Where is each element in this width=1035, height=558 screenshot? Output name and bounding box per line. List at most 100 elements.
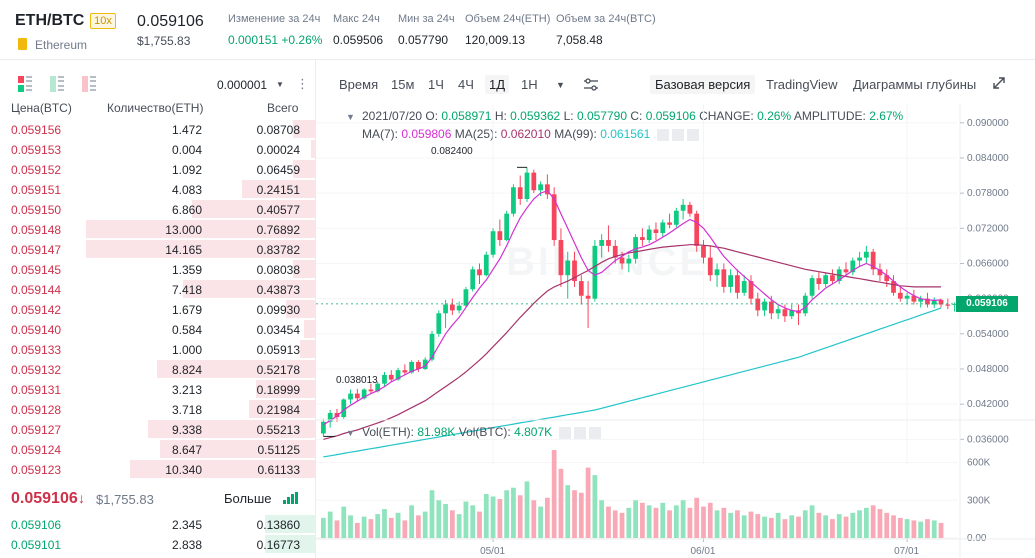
- collapse-main-icon[interactable]: ▼: [346, 112, 355, 122]
- interval-4h[interactable]: 4Ч: [458, 77, 474, 92]
- ask-qty: 1.092: [171, 163, 202, 177]
- view-basic[interactable]: Базовая версия: [650, 75, 756, 94]
- orderbook-both-icon[interactable]: [18, 76, 32, 92]
- volume-bar: [694, 497, 700, 538]
- volume-bar: [504, 490, 510, 538]
- ma-settings-icon[interactable]: [656, 128, 669, 141]
- ask-row[interactable]: 0.059131 3.213 0.18999: [0, 379, 316, 399]
- more-options-icon[interactable]: ⋮: [296, 76, 309, 91]
- ask-row[interactable]: 0.059150 6.860 0.40577: [0, 199, 316, 219]
- ask-row[interactable]: 0.059124 8.647 0.51125: [0, 439, 316, 459]
- expand-icon[interactable]: [992, 76, 1006, 90]
- ma-close-icon[interactable]: [686, 128, 699, 141]
- interval-caret-icon[interactable]: ▼: [556, 80, 565, 90]
- candle-body: [490, 231, 496, 255]
- ask-price: 0.059127: [11, 423, 62, 437]
- ask-row[interactable]: 0.059128 3.718 0.21984: [0, 399, 316, 419]
- signal-bars-icon[interactable]: [283, 492, 299, 504]
- ask-total: 0.00024: [256, 143, 300, 157]
- volume-bar: [762, 516, 767, 538]
- candle-body: [354, 393, 360, 399]
- precision-select[interactable]: 0.000001: [217, 78, 268, 92]
- orderbook-asks-icon[interactable]: [82, 76, 96, 92]
- volume-bar: [585, 467, 591, 538]
- candle-body: [388, 374, 394, 380]
- candle-body: [436, 313, 442, 334]
- ask-row[interactable]: 0.059153 0.004 0.00024: [0, 139, 316, 159]
- pair-symbol[interactable]: ETH/BTC: [15, 12, 85, 29]
- candle-body: [775, 309, 781, 314]
- orderbook-bids-icon[interactable]: [50, 76, 64, 92]
- volume-bar: [443, 504, 448, 538]
- interval-15m[interactable]: 15м: [391, 77, 415, 92]
- more-link[interactable]: Больше: [224, 491, 272, 506]
- ma99-line: [323, 307, 942, 458]
- ask-row[interactable]: 0.059142 1.679 0.09930: [0, 299, 316, 319]
- volume-bar: [633, 500, 638, 538]
- bid-row[interactable]: 0.059106 2.345 0.13860: [0, 514, 316, 534]
- volume-bar: [511, 487, 516, 538]
- stat-high-24h: Макс 24ч 0.059506: [333, 13, 384, 47]
- leverage-badge[interactable]: 10x: [90, 13, 116, 29]
- volume-bar: [667, 510, 672, 538]
- vol-hide-icon[interactable]: [573, 426, 586, 439]
- ask-total: 0.09930: [256, 303, 300, 317]
- volume-bar: [891, 515, 896, 538]
- ask-row[interactable]: 0.059151 4.083 0.24151: [0, 179, 316, 199]
- interval-1h[interactable]: 1Ч: [428, 77, 444, 92]
- candle-body: [925, 298, 930, 305]
- ask-row[interactable]: 0.059133 1.000 0.05913: [0, 339, 316, 359]
- ma-legend: MA(7): 0.059806 MA(25): 0.062010 MA(99):…: [362, 127, 699, 141]
- ask-row[interactable]: 0.059132 8.824 0.52178: [0, 359, 316, 379]
- candlestick-chart[interactable]: 0.090000 0.084000 0.078000 0.072000 0.066000…: [316, 104, 1035, 464]
- ask-row[interactable]: 0.059147 14.165 0.83782: [0, 239, 316, 259]
- ask-row[interactable]: 0.059152 1.092 0.06459: [0, 159, 316, 179]
- ask-row[interactable]: 0.059145 1.359 0.08038: [0, 259, 316, 279]
- candle-body: [701, 245, 706, 258]
- collapse-volume-icon[interactable]: ▼: [346, 428, 355, 438]
- volume-bar: [612, 510, 618, 538]
- vol-settings-icon[interactable]: [558, 426, 571, 439]
- vol-close-icon[interactable]: [588, 426, 601, 439]
- ask-qty: 9.338: [171, 423, 202, 437]
- candle-body: [673, 210, 679, 225]
- ask-row[interactable]: 0.059148 13.000 0.76892: [0, 219, 316, 239]
- ask-row[interactable]: 0.059156 1.472 0.08708: [0, 119, 316, 139]
- depth-bar: [192, 200, 316, 218]
- bid-row[interactable]: 0.059101 2.838 0.16773: [0, 534, 316, 554]
- ask-row[interactable]: 0.059140 0.584 0.03454: [0, 319, 316, 339]
- caret-down-icon[interactable]: ▼: [276, 80, 284, 89]
- time-button[interactable]: Время: [339, 77, 379, 92]
- vol-tick-label: 600K: [967, 458, 991, 469]
- ask-qty: 0.584: [171, 323, 202, 337]
- ask-qty: 13.000: [165, 223, 202, 237]
- volume-bar: [925, 519, 930, 538]
- ask-row[interactable]: 0.059123 10.340 0.61133: [0, 459, 316, 479]
- candle-body: [768, 301, 774, 314]
- y-tick-label: 0.078000: [967, 188, 1009, 199]
- ma-hide-icon[interactable]: [671, 128, 684, 141]
- ask-total: 0.40577: [256, 203, 300, 217]
- depth-bar: [157, 360, 316, 378]
- ask-price: 0.059148: [11, 223, 62, 237]
- candle-body: [782, 309, 788, 317]
- view-tradingview[interactable]: TradingView: [766, 77, 838, 92]
- depth-bar: [130, 460, 316, 478]
- volume-bar: [517, 495, 523, 538]
- candle-body: [626, 258, 632, 264]
- interval-1d[interactable]: 1Д: [485, 75, 510, 94]
- ask-row[interactable]: 0.059144 7.418 0.43873: [0, 279, 316, 299]
- ask-total: 0.51125: [257, 443, 301, 457]
- ask-total: 0.08038: [256, 263, 300, 277]
- candle-body: [585, 295, 591, 299]
- volume-bar: [748, 511, 754, 538]
- settings-sliders-icon[interactable]: [584, 78, 598, 92]
- ask-price: 0.059128: [11, 403, 62, 417]
- volume-bar: [809, 505, 815, 538]
- interval-1w[interactable]: 1Н: [521, 77, 538, 92]
- candle-body: [592, 245, 598, 299]
- ask-row[interactable]: 0.059127 9.338 0.55213: [0, 419, 316, 439]
- view-depth[interactable]: Диаграммы глубины: [853, 77, 977, 92]
- coin-name-link[interactable]: Ethereum: [35, 38, 88, 52]
